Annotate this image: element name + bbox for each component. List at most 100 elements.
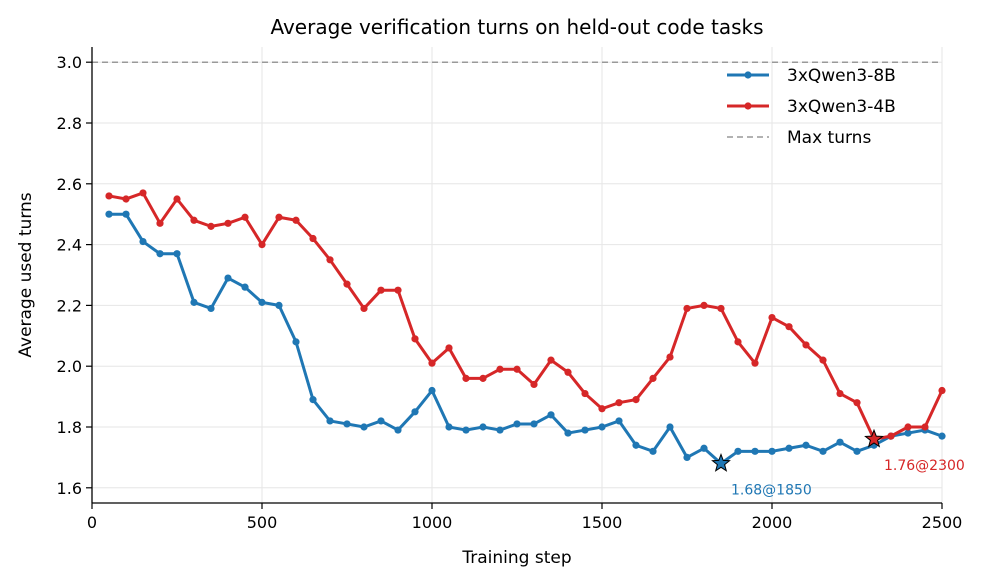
data-point [598, 405, 606, 413]
data-point [241, 213, 249, 221]
series-line [108, 191, 944, 441]
data-point [836, 438, 844, 446]
data-point [615, 417, 623, 425]
data-point [428, 359, 436, 367]
data-point [717, 304, 725, 313]
data-point [326, 256, 334, 264]
data-point [938, 432, 946, 440]
y-tick-label: 1.8 [57, 418, 82, 437]
data-point [564, 429, 572, 437]
x-tick-label: 500 [247, 513, 278, 532]
data-point [326, 417, 334, 425]
data-point [666, 423, 674, 431]
data-point [122, 195, 130, 203]
data-point [122, 210, 130, 218]
data-point [938, 386, 946, 395]
series-2 [105, 189, 946, 443]
data-point [190, 216, 198, 224]
data-point [394, 426, 402, 434]
data-point [411, 335, 419, 343]
data-point [581, 426, 589, 434]
data-point [343, 280, 351, 288]
data-point [683, 304, 691, 313]
legend-label: 3xQwen3-8B [787, 66, 896, 86]
data-point [904, 423, 912, 431]
legend-entry: 3xQwen3-4B [727, 97, 896, 117]
y-tick-label: 2.0 [57, 357, 82, 376]
series-1 [105, 210, 946, 468]
data-point [105, 210, 113, 218]
legend: 3xQwen3-8B 3xQwen3-4B Max turns [727, 66, 896, 148]
x-tick-label: 1000 [412, 513, 453, 532]
data-point [292, 338, 300, 346]
y-tick-label: 3.0 [57, 53, 82, 72]
data-point [581, 389, 589, 398]
data-point [445, 344, 453, 352]
data-point [683, 453, 691, 461]
best-point-label: 1.68@1850 [731, 482, 812, 498]
chart-title: Average verification turns on held-out c… [270, 15, 763, 39]
data-point [360, 304, 368, 313]
data-point [207, 222, 215, 230]
best-markers: 1.68@1850 1.76@2300 [711, 428, 965, 498]
data-point [802, 341, 810, 349]
data-point [139, 189, 147, 197]
x-axis-label: Training step [461, 548, 571, 568]
x-tick-label: 1500 [582, 513, 623, 532]
data-point [700, 301, 708, 309]
data-point [224, 274, 232, 282]
data-point [173, 250, 181, 258]
data-point [598, 423, 606, 431]
best-point-label: 1.76@2300 [884, 458, 965, 474]
data-point [190, 298, 198, 306]
data-point [173, 195, 181, 203]
data-point [343, 420, 351, 428]
data-point [904, 429, 912, 437]
data-point [802, 441, 810, 449]
data-point [649, 374, 657, 382]
data-point [241, 283, 249, 291]
y-axis-label: Average used turns [16, 192, 36, 357]
data-point [513, 365, 521, 373]
data-point [496, 365, 504, 373]
data-point [139, 237, 147, 246]
data-point [530, 380, 538, 389]
data-point [615, 399, 623, 407]
data-point [768, 313, 776, 322]
x-axis-ticks: 0 500 1000 1500 2000 2500 [87, 503, 962, 532]
y-axis-ticks: 1.6 1.8 2.0 2.2 2.4 2.6 2.8 3.0 [57, 53, 92, 498]
data-point [428, 386, 436, 395]
legend-label: Max turns [787, 128, 871, 148]
data-point [649, 447, 657, 455]
data-point [258, 241, 266, 249]
legend-label: 3xQwen3-4B [787, 97, 896, 117]
data-point [853, 399, 861, 407]
data-point [785, 444, 793, 452]
data-point [479, 374, 487, 382]
data-point [751, 359, 759, 367]
data-point [734, 338, 742, 346]
data-point [445, 423, 453, 431]
legend-marker [744, 71, 752, 79]
data-point [530, 420, 538, 428]
series-line [109, 212, 943, 465]
data-point [258, 298, 266, 306]
data-point [768, 447, 776, 455]
data-point [156, 219, 164, 227]
legend-marker [744, 102, 752, 110]
data-point [360, 423, 368, 431]
data-point [462, 374, 470, 382]
data-point [309, 396, 317, 404]
legend-entry: 3xQwen3-8B [727, 66, 896, 86]
data-point [632, 441, 640, 449]
y-tick-label: 2.8 [57, 114, 82, 133]
data-point [479, 423, 487, 431]
data-point [700, 444, 708, 452]
data-point [853, 447, 861, 455]
data-point [785, 323, 793, 331]
data-point [275, 301, 283, 309]
data-point [394, 286, 402, 294]
data-point [734, 447, 742, 455]
data-point [207, 304, 215, 313]
y-tick-label: 2.2 [57, 296, 82, 315]
